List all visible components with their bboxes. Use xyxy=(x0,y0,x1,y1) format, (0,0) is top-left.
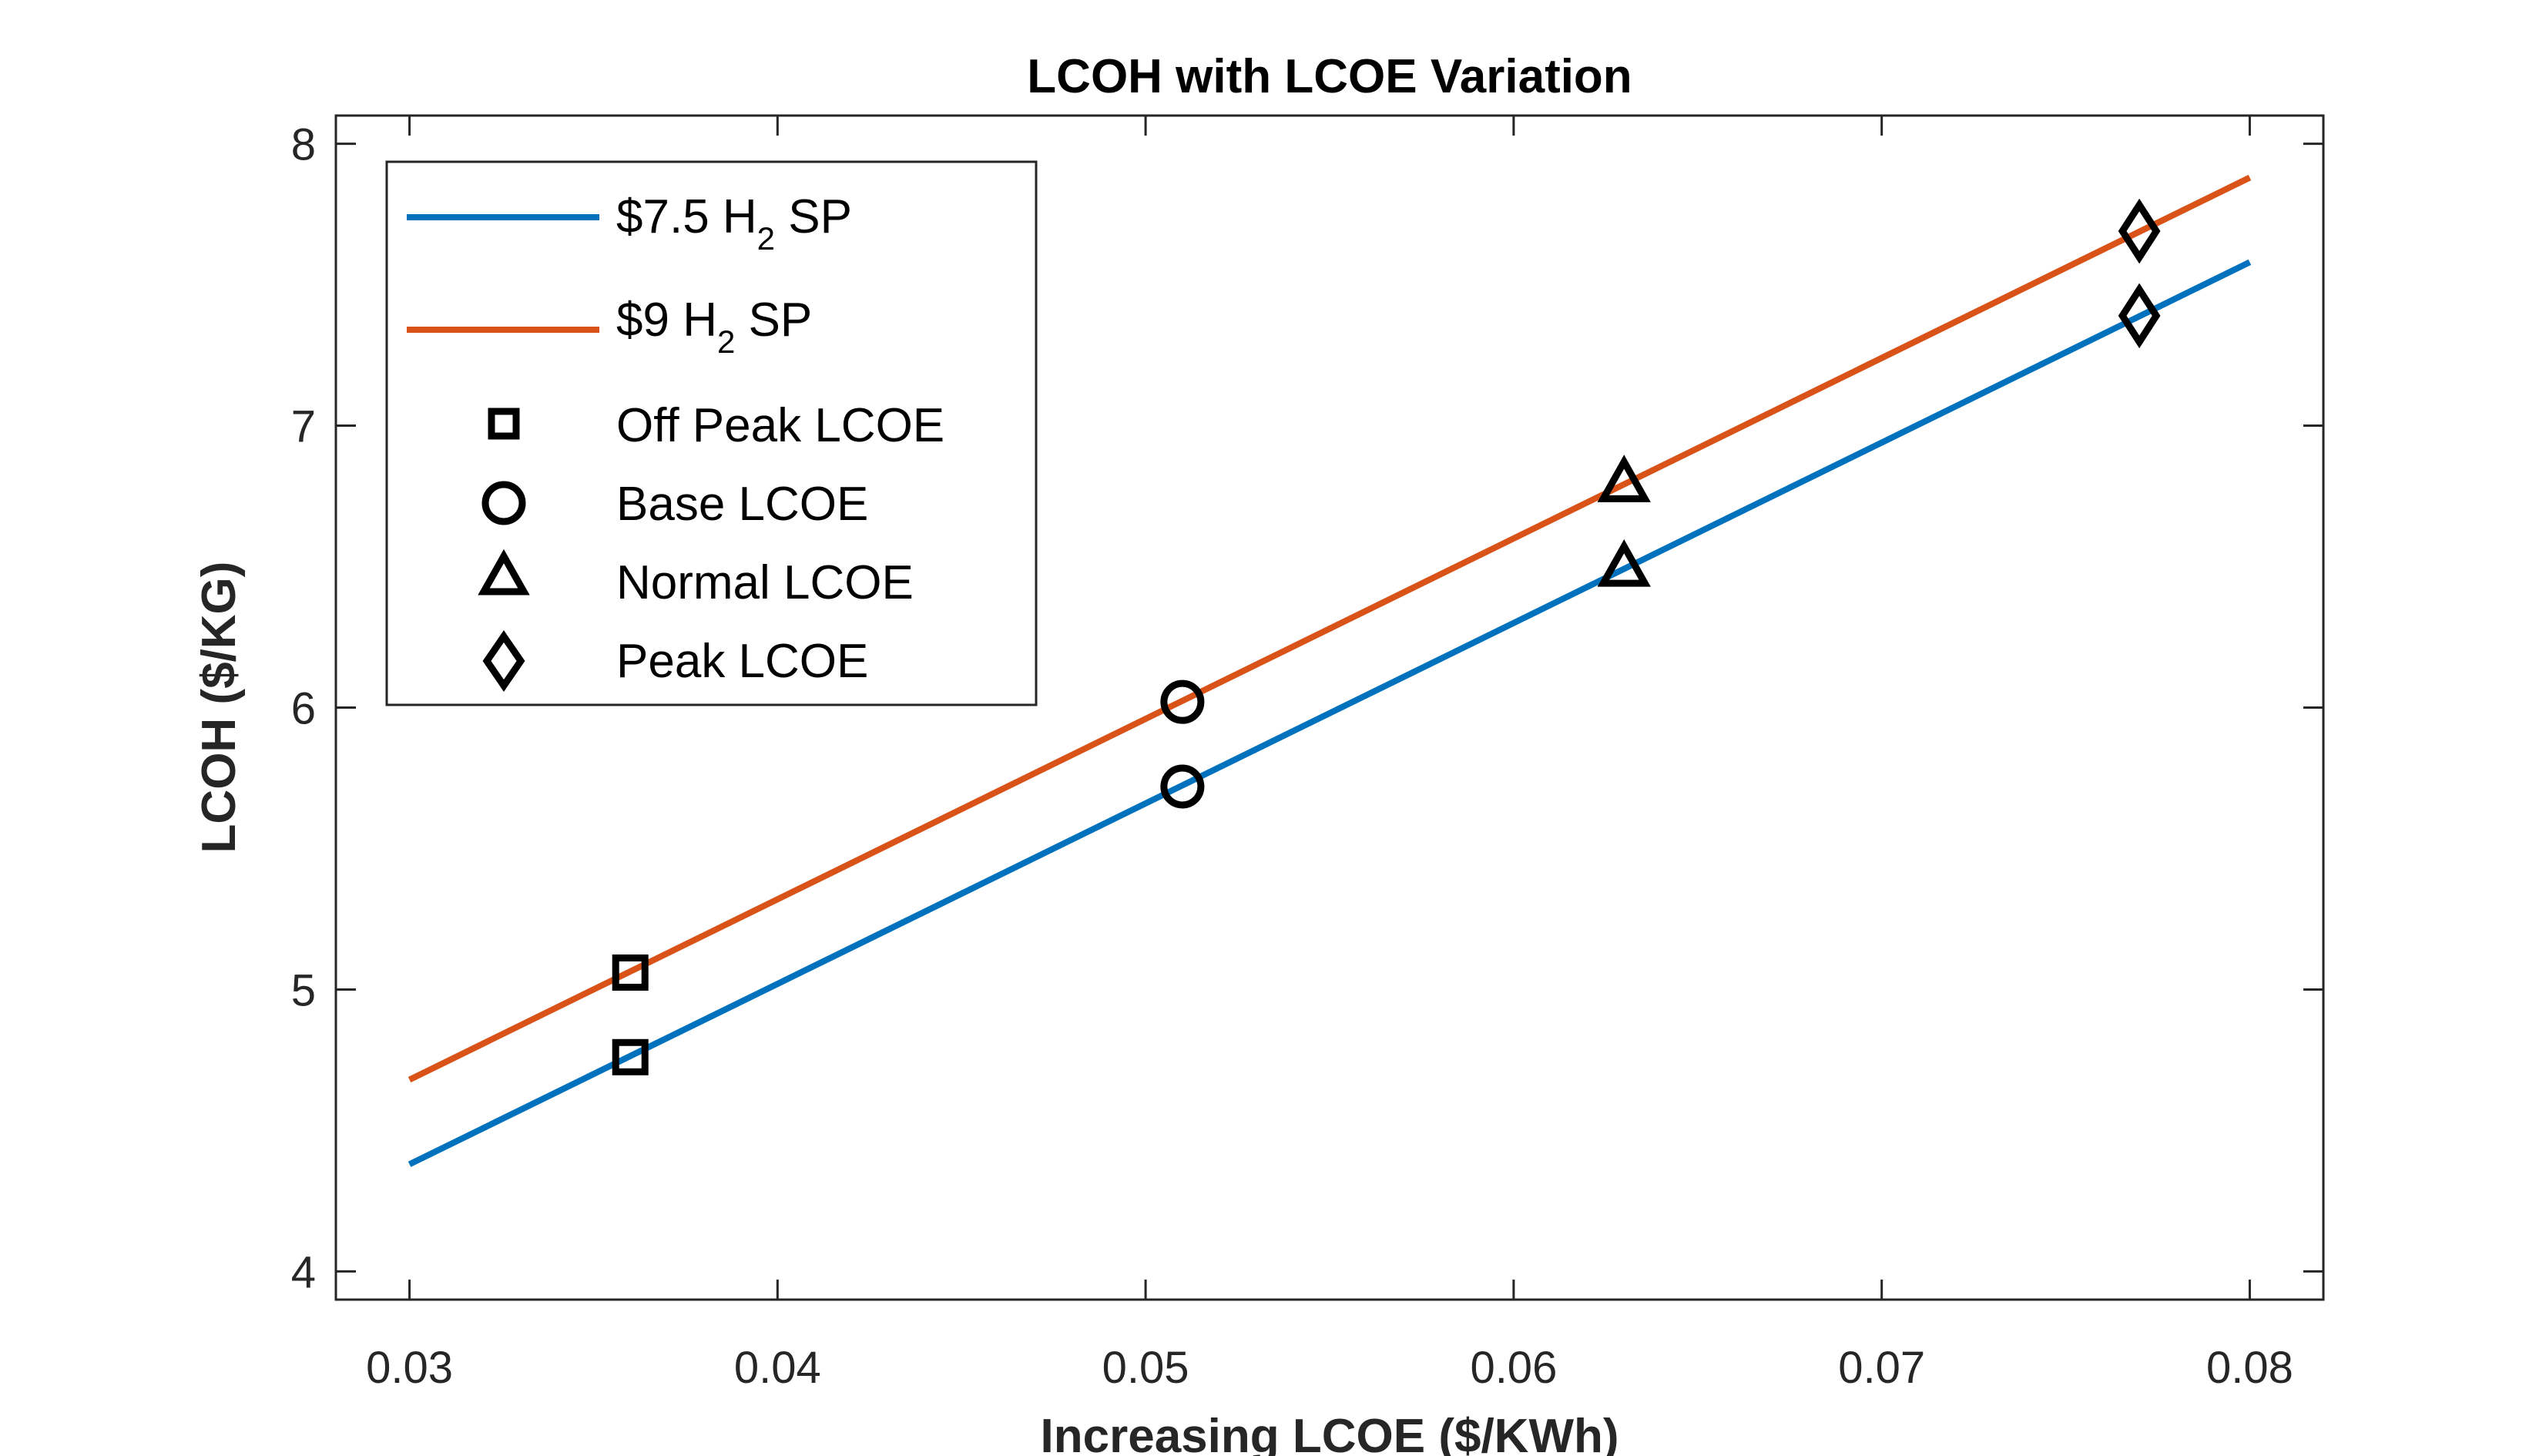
x-tick-label: 0.07 xyxy=(1838,1343,1925,1393)
axes-box xyxy=(334,114,2325,1301)
x-tick-label: 0.08 xyxy=(2206,1343,2293,1393)
y-tick-label: 4 xyxy=(291,1247,316,1297)
y-tick-label: 7 xyxy=(291,402,316,452)
legend-label-off-peak: Off Peak LCOE xyxy=(616,399,944,452)
data-markers xyxy=(612,198,2161,1075)
legend-triangle-marker xyxy=(478,549,530,595)
legend-square-marker xyxy=(488,408,520,440)
y-tick-label: 8 xyxy=(291,120,316,170)
y-tick-label: 6 xyxy=(291,684,316,734)
legend-circle-marker xyxy=(481,481,526,525)
x-tick-label: 0.04 xyxy=(734,1343,821,1393)
series-line-1 xyxy=(408,259,2252,1167)
diamond-marker xyxy=(2118,283,2161,349)
x-tick-label: 0.03 xyxy=(366,1343,453,1393)
legend-label-base: Base LCOE xyxy=(616,478,868,531)
legend-label-normal: Normal LCOE xyxy=(616,556,914,609)
x-tick-label: 0.05 xyxy=(1102,1343,1189,1393)
series-line-2 xyxy=(408,174,2252,1083)
triangle-marker xyxy=(1597,455,1651,502)
x-tick-labels: 0.03 0.04 0.05 0.06 0.07 0.08 xyxy=(366,1343,2293,1393)
x-axis-title: Increasing LCOE ($/KWh) xyxy=(1041,1410,1619,1456)
square-marker xyxy=(612,1038,649,1075)
x-tick-label: 0.06 xyxy=(1470,1343,1557,1393)
square-marker xyxy=(612,954,649,991)
legend-diamond-marker xyxy=(482,630,525,692)
y-tick-labels: 4 5 6 7 8 xyxy=(291,120,316,1298)
triangle-marker xyxy=(1597,539,1651,587)
diamond-marker xyxy=(2118,198,2161,264)
circle-marker xyxy=(1160,679,1205,724)
y-tick-label: 5 xyxy=(291,965,316,1015)
chart-title: LCOH with LCOE Variation xyxy=(1027,50,1632,103)
axis-ticks xyxy=(336,116,2323,1300)
legend-label-peak: Peak LCOE xyxy=(616,635,868,688)
y-axis-title: LCOH ($/KG) xyxy=(193,562,246,854)
legend-label-series-1: $7.5 H2 SP xyxy=(616,190,852,257)
circle-marker xyxy=(1160,764,1205,809)
legend-label-series-2: $9 H2 SP xyxy=(616,294,812,360)
legend: $7.5 H2 SP $9 H2 SP Off Peak LCOE Base L… xyxy=(385,160,1038,706)
series-lines xyxy=(408,174,2252,1167)
